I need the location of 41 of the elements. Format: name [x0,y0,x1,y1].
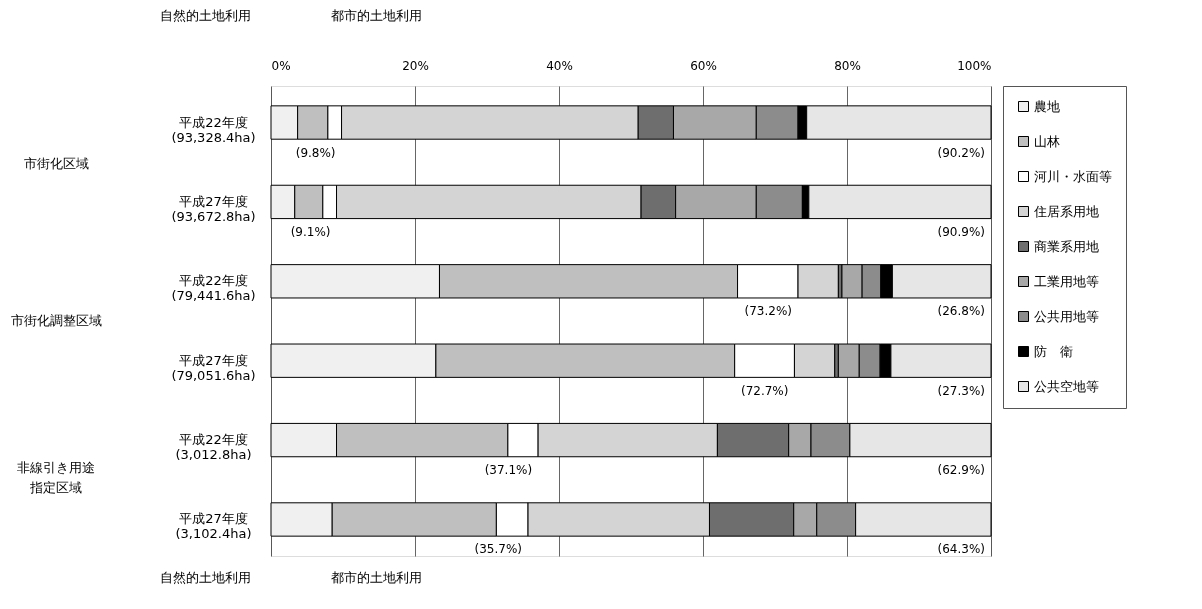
text: 自然的土地利用 [160,8,251,23]
x-tick-label: 60% [690,58,717,73]
legend-label: 山林 [1034,133,1060,149]
x-tick-label: 20% [402,58,429,73]
annotation: (27.3%) [937,383,985,398]
y-tick-label: 平成27年度 (93,672.8ha) [171,193,256,224]
y-tick-label: 平成22年度 (3,012.8ha) [175,432,252,463]
legend-label: 公共空地等 [1034,378,1099,394]
y-tick-label: 平成22年度 (79,441.6ha) [171,273,256,304]
annotation: (62.9%) [937,463,985,478]
annotation: (64.3%) [937,542,985,557]
text: 市街化調整区域 [10,313,102,328]
annotation: (37.1%) [484,463,533,478]
annotation: (26.8%) [937,304,985,319]
text: 指定区域 [29,479,82,495]
annotation: (35.7%) [474,542,523,557]
x-tick-label: 0% [271,58,291,73]
text: 都市的土地利用 [331,8,422,23]
annotation: (90.2%) [937,145,985,160]
x-tick-label: 100% [957,58,992,73]
text: 自然的土地利用 [160,570,251,585]
text: 都市的土地利用 [331,570,422,585]
y-tick-label: 平成27年度 (3,102.4ha) [175,511,252,542]
legend-label: 公共用地等 [1034,308,1099,324]
x-tick-label: 80% [834,58,861,73]
y-tick-label: 平成27年度 (79,051.6ha) [171,352,256,383]
annotation: (90.9%) [937,224,985,239]
annotation: (73.2%) [744,304,793,319]
legend-label: 住居系用地 [1033,203,1099,219]
legend-label: 防 衛 [1034,343,1073,359]
x-tick-label: 40% [546,58,573,73]
annotation: (9.1%) [290,224,331,239]
y-tick-label: 平成22年度 (93,328.4ha) [171,114,256,145]
legend-label: 商業系用地 [1034,238,1099,254]
text: 非線引き用途 [17,459,95,475]
legend-label: 農地 [1034,98,1060,114]
legend-label: 河川・水面等 [1034,168,1112,184]
annotation: (9.8%) [295,145,336,160]
annotation: (72.7%) [740,383,789,398]
legend-label: 工業用地等 [1034,273,1099,289]
text: 市街化区域 [23,156,89,172]
